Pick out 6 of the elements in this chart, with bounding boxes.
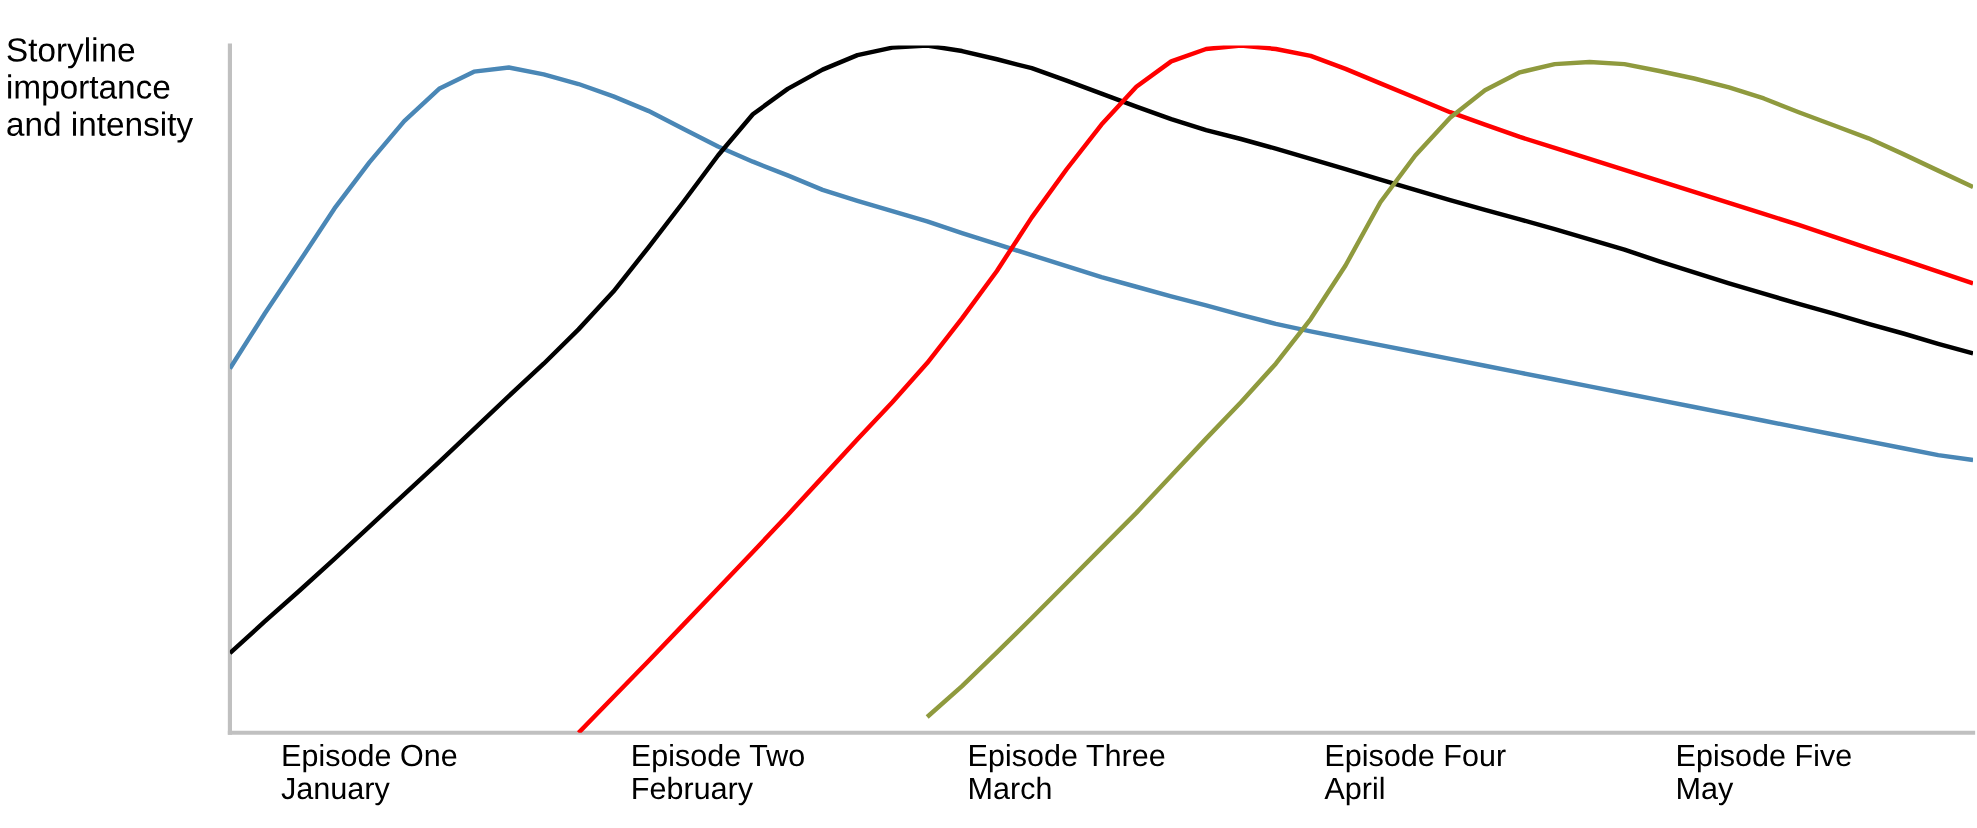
x-tick-label: Episode Four April bbox=[1324, 743, 1506, 806]
x-tick-label: Episode One January bbox=[281, 743, 457, 806]
x-tick-label: Episode Five May bbox=[1678, 743, 1851, 806]
y-axis-title: Storyline importance and intensity bbox=[7, 37, 194, 143]
x-tick-label: Episode Three March bbox=[970, 743, 1165, 800]
x-tick-label: Episode Two February bbox=[633, 743, 804, 806]
